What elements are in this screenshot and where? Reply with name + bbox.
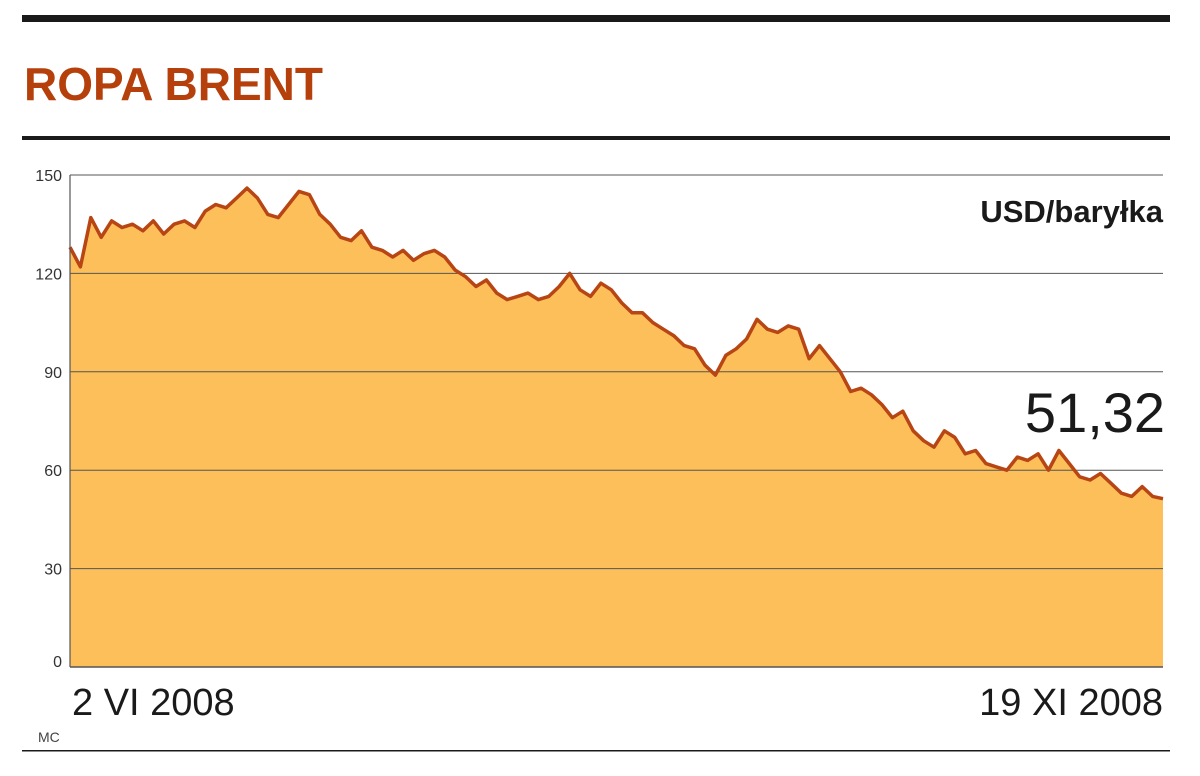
unit-label: USD/baryłka: [980, 194, 1163, 229]
last-value-label: 51,32: [1025, 381, 1165, 444]
end-date-label: 19 XI 2008: [979, 682, 1163, 724]
y-tick-label-120: 120: [35, 266, 62, 283]
chart-title: ROPA BRENT: [24, 58, 323, 110]
y-tick-label-30: 30: [44, 562, 62, 579]
title-divider: [22, 136, 1170, 140]
area-layer: [70, 188, 1163, 667]
price-line: [68, 186, 1164, 501]
top-rule: [22, 15, 1170, 22]
grid: [70, 174, 1163, 668]
y-tick-label-60: 60: [44, 463, 62, 480]
y-tick-label-150: 150: [35, 168, 62, 185]
start-date-label: 2 VI 2008: [72, 682, 235, 724]
y-axis: 0 30 60 90 120 150: [35, 168, 62, 671]
y-tick-label-90: 90: [44, 365, 62, 382]
credit-label: MC: [38, 729, 60, 745]
bottom-rule: [22, 750, 1170, 752]
price-area: [70, 188, 1163, 667]
y-tick-label-0: 0: [53, 654, 62, 671]
